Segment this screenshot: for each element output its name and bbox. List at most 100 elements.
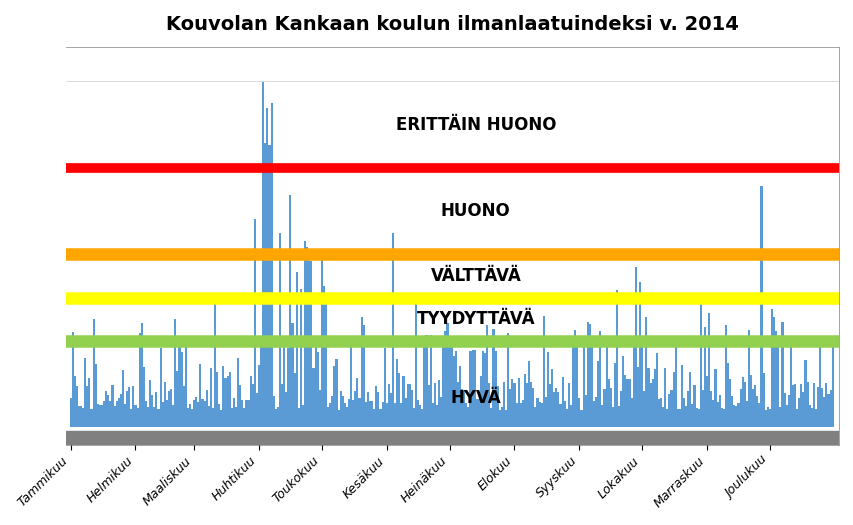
Bar: [396, 359, 397, 427]
Bar: [544, 397, 546, 427]
Bar: [563, 402, 565, 427]
Bar: [655, 353, 657, 427]
Bar: [530, 382, 531, 427]
Bar: [268, 145, 270, 427]
Bar: [109, 401, 111, 427]
Bar: [455, 351, 456, 427]
Bar: [628, 379, 630, 427]
Bar: [517, 377, 519, 427]
Bar: [521, 400, 523, 427]
Bar: [527, 361, 530, 427]
Bar: [410, 390, 413, 427]
Bar: [392, 233, 393, 427]
Bar: [775, 331, 776, 427]
Bar: [780, 322, 782, 427]
Bar: [747, 330, 749, 427]
Bar: [239, 385, 241, 427]
Bar: [252, 384, 253, 427]
Bar: [626, 379, 628, 427]
Bar: [745, 402, 747, 427]
Bar: [636, 367, 638, 427]
Bar: [809, 408, 812, 427]
Bar: [260, 341, 262, 427]
Bar: [233, 398, 235, 427]
Bar: [287, 348, 289, 427]
Bar: [615, 290, 618, 427]
Bar: [808, 405, 809, 427]
Bar: [824, 383, 827, 427]
Bar: [427, 385, 429, 427]
Bar: [657, 400, 659, 427]
Bar: [115, 401, 118, 427]
Bar: [229, 372, 230, 427]
Bar: [456, 382, 458, 427]
Bar: [351, 400, 354, 427]
Bar: [243, 408, 245, 427]
Bar: [90, 410, 92, 427]
Text: TYYDYTTÄVÄ: TYYDYTTÄVÄ: [416, 310, 535, 328]
Bar: [253, 219, 256, 427]
Bar: [184, 344, 187, 427]
Bar: [264, 143, 266, 427]
Bar: [393, 403, 396, 427]
Bar: [737, 403, 739, 427]
Bar: [164, 382, 165, 427]
Bar: [793, 384, 795, 427]
Bar: [387, 384, 390, 427]
Bar: [756, 396, 757, 427]
Bar: [134, 405, 136, 427]
Bar: [720, 408, 722, 427]
Bar: [402, 376, 404, 427]
Bar: [763, 410, 766, 427]
Bar: [536, 398, 538, 427]
Bar: [624, 375, 626, 427]
Bar: [586, 322, 588, 427]
Bar: [404, 398, 406, 427]
Bar: [789, 342, 791, 427]
Bar: [397, 373, 400, 427]
Bar: [241, 400, 243, 427]
Bar: [798, 398, 799, 427]
Bar: [674, 339, 676, 427]
Bar: [432, 403, 433, 427]
Bar: [561, 377, 563, 427]
Bar: [770, 309, 772, 427]
Bar: [645, 317, 647, 427]
Bar: [757, 403, 759, 427]
Bar: [321, 259, 322, 427]
Bar: [413, 407, 415, 427]
Bar: [595, 397, 596, 427]
Bar: [318, 390, 321, 427]
Bar: [446, 323, 448, 427]
Bar: [199, 364, 201, 427]
Bar: [337, 410, 339, 427]
Bar: [481, 351, 484, 427]
Title: Kouvolan Kankaan koulun ilmanlaatuindeksi v. 2014: Kouvolan Kankaan koulun ilmanlaatuindeks…: [166, 15, 738, 34]
Bar: [577, 398, 580, 427]
Bar: [247, 400, 249, 427]
Bar: [812, 383, 814, 427]
Bar: [473, 350, 475, 427]
Bar: [492, 329, 494, 427]
Bar: [670, 390, 672, 427]
Bar: [672, 372, 674, 427]
Bar: [592, 401, 595, 427]
Bar: [734, 406, 737, 427]
Text: VÄLTTÄVÄ: VÄLTTÄVÄ: [430, 267, 520, 285]
Bar: [415, 299, 416, 427]
Bar: [619, 391, 622, 427]
Bar: [379, 408, 381, 427]
Bar: [485, 326, 488, 427]
Bar: [201, 398, 203, 427]
Bar: [471, 350, 473, 427]
Bar: [69, 398, 72, 427]
Bar: [452, 355, 455, 427]
Bar: [314, 337, 316, 427]
Bar: [607, 379, 609, 427]
Bar: [799, 384, 802, 427]
Bar: [151, 395, 153, 427]
Bar: [776, 344, 779, 427]
Bar: [92, 319, 95, 427]
Bar: [638, 282, 641, 427]
Bar: [711, 400, 714, 427]
